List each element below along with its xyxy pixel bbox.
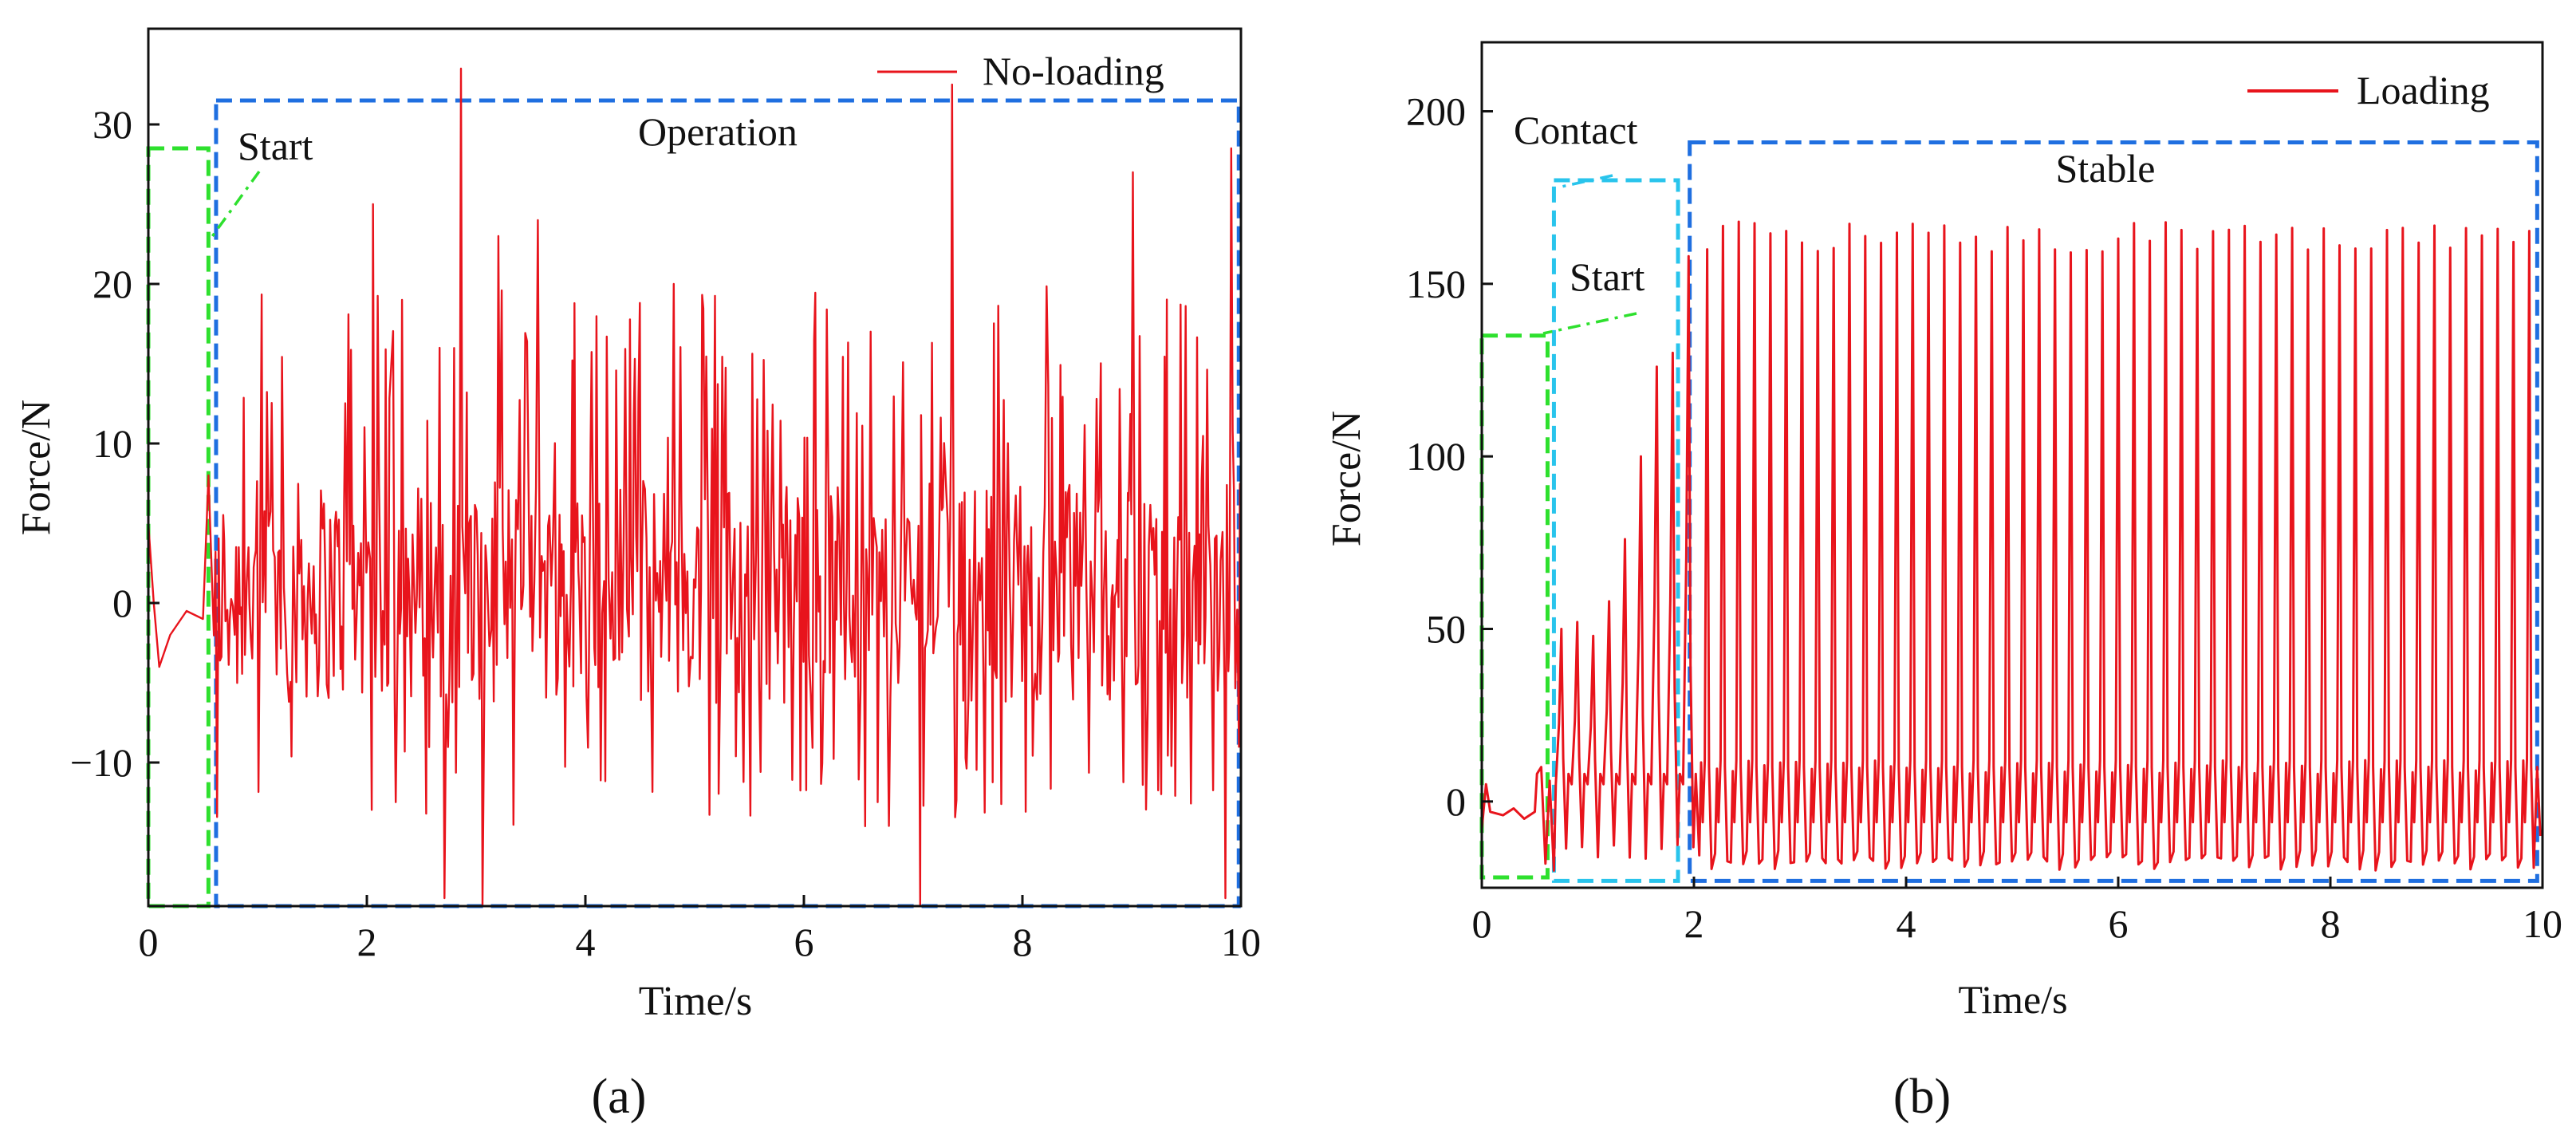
series-line-loading bbox=[1482, 220, 2542, 872]
x-axis-label-b: Time/s bbox=[1958, 977, 2067, 1022]
y-tick-label-b-3: 150 bbox=[1406, 262, 1466, 306]
annotation-label-stable: Stable bbox=[2056, 146, 2156, 191]
legend-label-no-loading: No-loading bbox=[983, 49, 1164, 93]
plot-frame-a bbox=[147, 27, 1243, 908]
annotation-leader-contact bbox=[1561, 174, 1613, 188]
annotation-boxes-a bbox=[146, 98, 1241, 908]
series-line-no-loading bbox=[148, 67, 1241, 906]
x-tick-label-a-0: 0 bbox=[139, 920, 159, 964]
x-tick-label-a-3: 6 bbox=[794, 920, 814, 964]
annotation-label-start-b: Start bbox=[1570, 254, 1645, 299]
annotation-box-b-contact bbox=[1551, 178, 1680, 883]
y-tick-label-b-1: 50 bbox=[1426, 607, 1466, 652]
annotation-leader-start-b bbox=[1542, 312, 1637, 335]
y-tick-label-a-4: 30 bbox=[93, 102, 132, 147]
x-tick-label-b-2: 4 bbox=[1897, 901, 1916, 946]
y-tick-label-b-0: 0 bbox=[1446, 779, 1466, 824]
y-tick-label-a-0: −10 bbox=[70, 740, 132, 785]
x-tick-label-a-1: 2 bbox=[357, 920, 377, 964]
x-tick-label-b-0: 0 bbox=[1472, 901, 1492, 946]
annotation-box-b-start bbox=[1479, 333, 1550, 880]
annotation-box-a-operation bbox=[214, 98, 1241, 908]
legend-a: No-loading bbox=[877, 49, 1164, 93]
annotation-box-a-start bbox=[146, 146, 211, 908]
y-axis-label-b: Force/N bbox=[1324, 411, 1369, 546]
x-tick-label-a-4: 8 bbox=[1013, 920, 1033, 964]
legend-label-loading: Loading bbox=[2357, 68, 2490, 112]
y-tick-label-a-1: 0 bbox=[112, 581, 132, 625]
x-tick-label-b-1: 2 bbox=[1684, 901, 1704, 946]
y-tick-label-b-2: 100 bbox=[1406, 434, 1466, 479]
panel-label-b: (b) bbox=[1893, 1070, 1951, 1124]
y-tick-label-a-2: 10 bbox=[93, 421, 132, 466]
axis-ticks-a: 0 2 4 6 8 10 −10 0 10 20 30 bbox=[70, 102, 1261, 964]
x-tick-label-b-5: 10 bbox=[2523, 901, 2562, 946]
panel-label-a: (a) bbox=[592, 1070, 647, 1124]
annotation-label-start-a: Start bbox=[238, 124, 313, 168]
annotation-label-operation: Operation bbox=[638, 109, 798, 154]
x-tick-label-b-4: 8 bbox=[2321, 901, 2341, 946]
x-axis-label-a: Time/s bbox=[639, 979, 753, 1024]
plot-frame-b bbox=[1480, 41, 2544, 889]
x-tick-label-a-2: 4 bbox=[576, 920, 596, 964]
annotation-label-contact: Contact bbox=[1514, 108, 1638, 152]
y-axis-label-a: Force/N bbox=[14, 400, 59, 535]
x-tick-label-b-3: 6 bbox=[2109, 901, 2129, 946]
panel-a: 0 2 4 6 8 10 −10 0 10 20 30 No-loading Operation S… bbox=[14, 27, 1261, 1124]
y-tick-label-b-4: 200 bbox=[1406, 89, 1466, 134]
legend-b: Loading bbox=[2247, 68, 2490, 112]
y-tick-label-a-3: 20 bbox=[93, 262, 132, 306]
x-tick-label-a-5: 10 bbox=[1221, 920, 1261, 964]
